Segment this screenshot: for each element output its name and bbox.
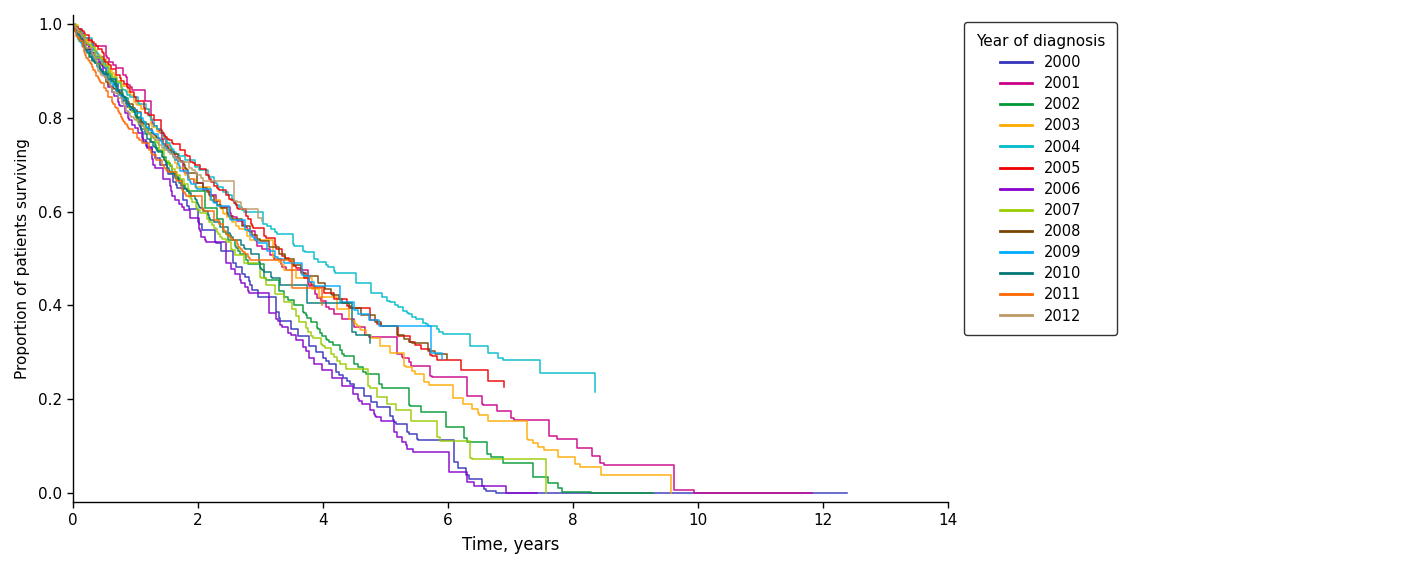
X-axis label: Time, years: Time, years <box>462 536 559 554</box>
Y-axis label: Proportion of patients surviving: Proportion of patients surviving <box>16 138 30 379</box>
Legend: 2000, 2001, 2002, 2003, 2004, 2005, 2006, 2007, 2008, 2009, 2010, 2011, 2012: 2000, 2001, 2002, 2003, 2004, 2005, 2006… <box>964 22 1117 335</box>
